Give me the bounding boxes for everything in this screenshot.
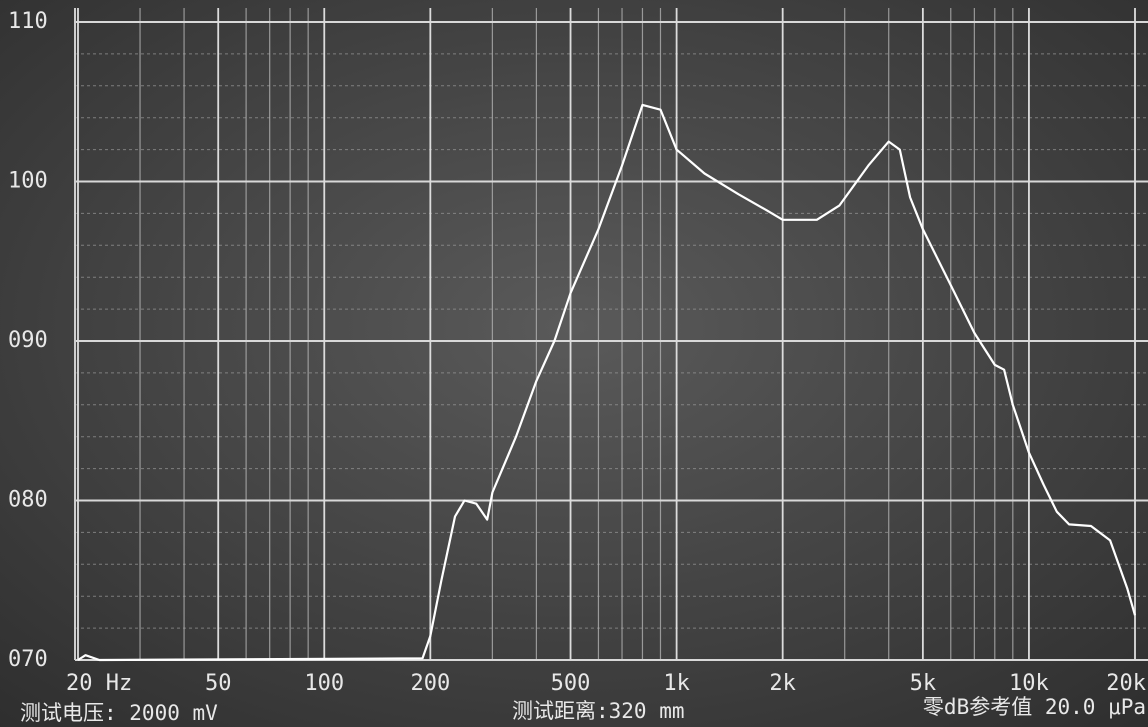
x-tick-label: 200	[410, 671, 450, 696]
x-tick-label: 10k	[1009, 671, 1049, 696]
y-tick-label: 100	[8, 169, 48, 194]
x-tick-label: 20 Hz	[66, 671, 132, 696]
y-tick-label: 080	[8, 488, 48, 513]
x-tick-label: 5k	[910, 671, 937, 696]
note: 测试电压: 2000 mV	[20, 701, 218, 725]
y-tick-label: 110	[8, 9, 48, 34]
x-tick-label: 50	[205, 671, 232, 696]
x-tick-label: 100	[304, 671, 344, 696]
response-curve	[77, 103, 1137, 662]
x-tick-label: 500	[551, 671, 591, 696]
y-tick-label: 070	[8, 647, 48, 672]
x-tick-label: 1k	[663, 671, 690, 696]
x-tick-label: 2k	[769, 671, 796, 696]
note: 零dB参考值 20.0 μPa	[923, 695, 1146, 719]
note: 测试距离:320 mm	[512, 699, 685, 723]
y-tick-label: 090	[8, 328, 48, 353]
plot: 070 080 090 100 110 20 Hz 50 100 200 500 1k 2k 5k 10k…	[8, 8, 1148, 696]
x-tick-label: 20k	[1106, 671, 1146, 696]
